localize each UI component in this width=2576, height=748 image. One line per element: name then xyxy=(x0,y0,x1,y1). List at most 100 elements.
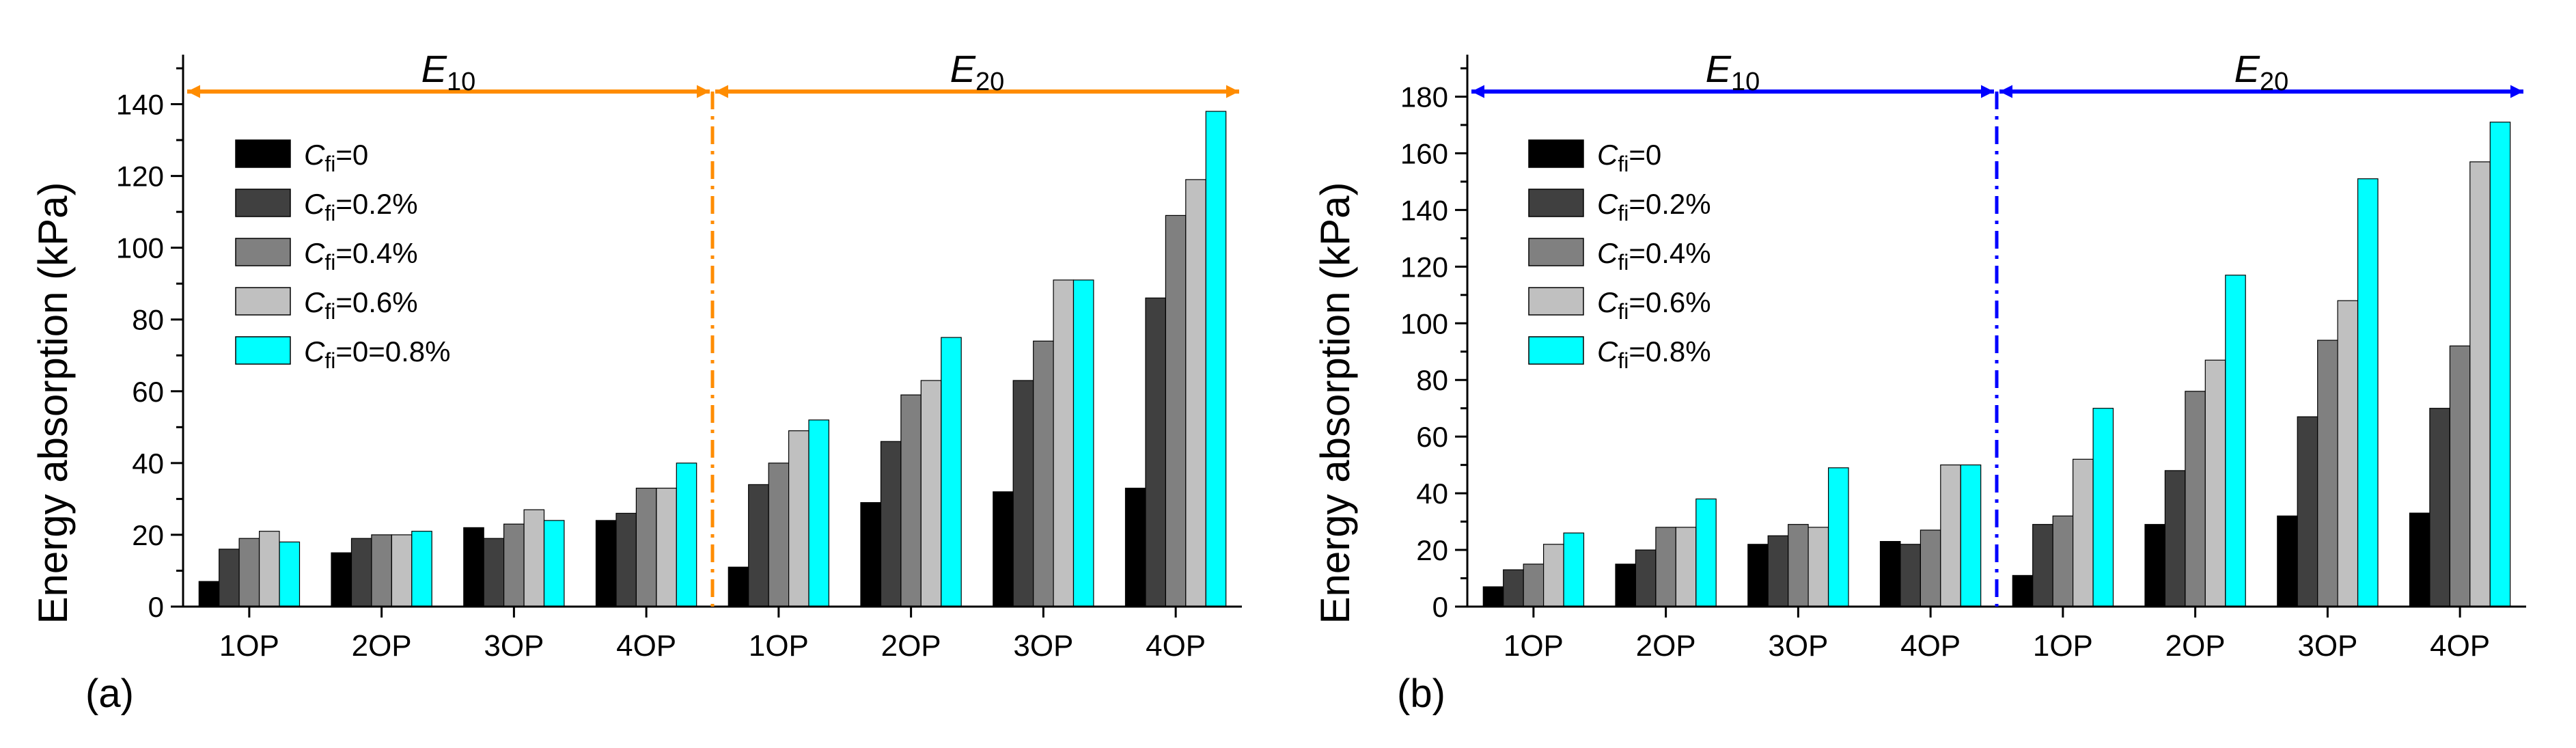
bar xyxy=(2317,340,2338,607)
bar xyxy=(1165,214,1187,607)
bar xyxy=(1788,524,1809,607)
legend-label: Cfi=0=0.8% xyxy=(304,335,451,373)
bar xyxy=(2337,300,2359,607)
y-tick-label: 0 xyxy=(148,591,164,623)
bar xyxy=(2429,408,2450,607)
bar xyxy=(1808,527,1829,607)
bar xyxy=(1655,527,1676,607)
bar xyxy=(900,394,922,607)
x-tick-label: 2OP xyxy=(2165,629,2226,663)
group-label: E10 xyxy=(1706,47,1760,96)
bar xyxy=(1523,564,1545,607)
legend-swatch xyxy=(235,139,291,168)
bar xyxy=(1033,340,1054,607)
legend-swatch xyxy=(235,238,291,266)
legend-label: Cfi=0.4% xyxy=(304,237,418,275)
bar xyxy=(371,534,392,607)
legend-swatch xyxy=(235,287,291,316)
bar xyxy=(1482,586,1504,607)
bar xyxy=(331,552,352,607)
y-tick-label: 100 xyxy=(116,232,164,264)
legend-label: Cfi=0.4% xyxy=(1597,237,1711,275)
y-tick-label: 140 xyxy=(1400,194,1448,226)
bar xyxy=(2185,391,2206,607)
bar xyxy=(1747,544,1769,607)
bar xyxy=(1185,179,1206,607)
x-tick-label: 1OP xyxy=(1504,629,1564,663)
bar xyxy=(2357,178,2379,607)
bar xyxy=(2449,345,2471,607)
bar xyxy=(1635,549,1657,607)
y-axis-label: Energy absorption (kPa) xyxy=(30,182,76,624)
y-tick-label: 20 xyxy=(1416,534,1448,566)
x-tick-label: 2OP xyxy=(881,629,941,663)
x-tick-label: 2OP xyxy=(1636,629,1696,663)
x-tick-label: 3OP xyxy=(1013,629,1073,663)
bar xyxy=(2469,161,2491,607)
legend-swatch xyxy=(235,336,291,365)
bar xyxy=(595,520,617,607)
bar xyxy=(2164,470,2186,607)
panel-label: (b) xyxy=(1397,671,1445,716)
bar xyxy=(2052,515,2074,607)
legend-swatch xyxy=(1528,287,1584,316)
bar xyxy=(2032,524,2053,607)
bar xyxy=(880,441,902,607)
y-tick-label: 40 xyxy=(132,447,164,480)
bar xyxy=(1767,535,1789,607)
bar xyxy=(2144,524,2165,607)
group-label: E10 xyxy=(421,47,476,96)
bar xyxy=(1012,380,1034,607)
y-tick-label: 80 xyxy=(1416,364,1448,396)
y-tick-label: 20 xyxy=(132,519,164,551)
x-tick-label: 1OP xyxy=(219,629,279,663)
bar xyxy=(941,337,962,607)
bar xyxy=(483,538,505,607)
bar xyxy=(1053,279,1075,607)
bar xyxy=(1615,564,1636,607)
x-tick-label: 1OP xyxy=(2033,629,2093,663)
bar xyxy=(391,534,413,607)
bar xyxy=(1072,279,1094,607)
bar xyxy=(676,462,697,607)
bar xyxy=(1205,111,1227,607)
bar xyxy=(2204,359,2226,607)
x-tick-label: 2OP xyxy=(352,629,412,663)
legend-label: Cfi=0 xyxy=(304,139,368,176)
y-tick-label: 140 xyxy=(116,89,164,121)
x-tick-label: 1OP xyxy=(749,629,809,663)
bar xyxy=(768,462,790,607)
bar xyxy=(411,531,432,607)
bar xyxy=(463,527,484,607)
bar xyxy=(1828,467,1849,607)
bar xyxy=(350,538,372,607)
bar xyxy=(1124,487,1146,607)
bar xyxy=(2092,408,2114,607)
y-tick-label: 40 xyxy=(1416,477,1448,510)
legend-swatch xyxy=(1528,238,1584,266)
y-tick-label: 80 xyxy=(132,304,164,336)
chart-panel-b: (b) Energy absorption (kPa) 0 20 40 60 80 100… xyxy=(1312,47,2526,716)
bar xyxy=(1940,464,1961,607)
bar xyxy=(993,491,1014,607)
bar xyxy=(2277,515,2298,607)
bar xyxy=(1900,544,1921,607)
bar xyxy=(1920,529,1941,607)
bar xyxy=(615,512,637,607)
bar xyxy=(1695,498,1717,607)
chart-panel-a: (a) Energy absorption (kPa) 0 20 40 60 80 100… xyxy=(30,47,1242,716)
bar xyxy=(2297,416,2318,607)
bar xyxy=(2012,574,2034,607)
group-label: E20 xyxy=(2234,47,2289,96)
y-tick-label: 160 xyxy=(1400,137,1448,169)
bar xyxy=(920,380,942,607)
bar xyxy=(808,419,829,607)
legend-label: Cfi=0.6% xyxy=(1597,286,1711,324)
x-tick-label: 4OP xyxy=(1146,629,1206,663)
bar xyxy=(503,523,525,607)
y-tick-label: 60 xyxy=(132,376,164,408)
y-tick-label: 180 xyxy=(1400,81,1448,113)
bar xyxy=(198,581,220,607)
bar xyxy=(259,531,280,607)
